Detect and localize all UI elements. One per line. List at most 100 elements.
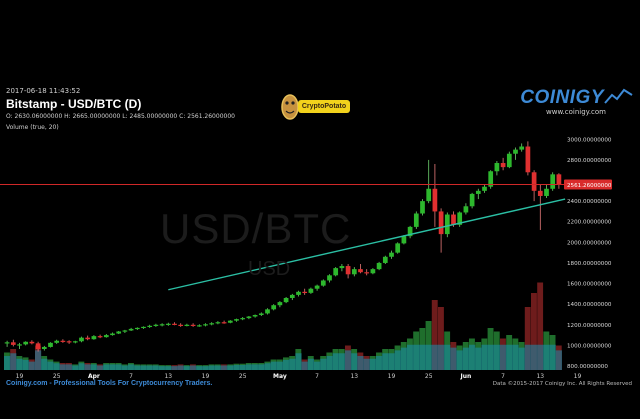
candle-body [339, 266, 345, 269]
x-tick-label: 13 [536, 373, 544, 380]
candle-body [314, 285, 320, 289]
partner-logo: CryptoPotato [278, 92, 350, 126]
x-tick-label: Apr [88, 373, 100, 380]
y-tick-label: 2800.00000000 [567, 158, 612, 164]
last-price-tag [564, 179, 612, 190]
candle-body [413, 213, 419, 227]
candle-body [72, 341, 78, 343]
candle-body [128, 328, 134, 331]
candle-body [389, 252, 394, 257]
candle-body [556, 174, 562, 185]
coinigy-url: www.coinigy.com [546, 108, 606, 116]
candle-body [420, 201, 425, 214]
candle-body [215, 322, 221, 324]
candle-body [296, 291, 301, 295]
candle-body [221, 322, 227, 324]
candle-body [382, 256, 388, 263]
chart-title: Bitstamp - USD/BTC (D) [6, 97, 142, 111]
candle-body [10, 342, 16, 345]
candle-body [537, 190, 543, 196]
candle-body [196, 325, 202, 327]
candle-body [283, 297, 289, 303]
candle-body [60, 340, 66, 342]
x-tick-label: 19 [388, 373, 396, 380]
candle-body [165, 323, 171, 325]
watermark-pair: USD/BTC [160, 205, 352, 252]
volume-bar [438, 307, 444, 370]
x-tick-label: 7 [315, 373, 319, 380]
volume-indicator-label: Volume (true, 20) [6, 124, 59, 131]
candle-body [54, 340, 60, 343]
x-tick-label: 19 [202, 373, 210, 380]
watermark-exchange: USD [248, 258, 291, 280]
candle-body [184, 324, 190, 326]
candle-body [351, 269, 357, 275]
y-tick-label: 800.00000000 [567, 364, 608, 370]
candle-body [482, 186, 487, 191]
candle-body [29, 341, 35, 344]
candle-body [544, 188, 549, 196]
x-tick-label: Jun [460, 373, 472, 380]
x-tick-label: 19 [16, 373, 24, 380]
candle-body [519, 146, 525, 150]
y-tick-label: 1000.00000000 [567, 343, 612, 349]
candle-body [97, 336, 103, 338]
trendline [168, 198, 566, 291]
candle-body [258, 313, 264, 315]
candle-body [116, 331, 122, 334]
candle-body [234, 319, 239, 321]
candle-body [246, 316, 252, 319]
candle-body [227, 320, 233, 323]
y-tick-label: 3000.00000000 [567, 137, 612, 143]
candle-body [376, 262, 382, 270]
candle-body [407, 226, 413, 237]
candle-body [401, 236, 407, 244]
candle-body [190, 324, 196, 326]
candle-body [277, 302, 283, 306]
candle-body [451, 214, 456, 225]
candle-body [513, 149, 518, 154]
candle-body [531, 172, 537, 191]
ohlc-readout: O: 2630.06000000 H: 2665.00000000 L: 248… [6, 113, 235, 120]
candle-body [265, 309, 270, 314]
candle-body [122, 330, 128, 332]
x-tick-label: 13 [350, 373, 358, 380]
candle-body [17, 344, 22, 346]
candle-body [302, 291, 308, 294]
candle-body [79, 337, 84, 342]
candle-body [469, 193, 475, 207]
candle-body [103, 335, 109, 338]
x-tick-label: 7 [501, 373, 505, 380]
footer-copyright: Data ©2015-2017 Coinigy Inc. All Rights … [492, 381, 632, 387]
y-tick-label: 1600.00000000 [567, 282, 612, 288]
candle-body [134, 327, 140, 330]
coinigy-logo: COINIGY [520, 87, 604, 108]
chart-timestamp: 2017-06-18 11:43:52 [6, 87, 81, 95]
y-tick-label: 2400.00000000 [567, 199, 612, 205]
candle-body [463, 206, 469, 213]
candle-body [141, 326, 146, 329]
candle-body [432, 188, 438, 212]
candle-body [48, 342, 53, 347]
x-tick-label: 19 [574, 373, 582, 380]
x-tick-label: 25 [425, 373, 433, 380]
volume-layer [4, 282, 562, 370]
volume-bar [431, 300, 438, 370]
candle-body [345, 266, 351, 275]
y-tick-label: 2200.00000000 [567, 220, 612, 226]
candle-body [457, 212, 463, 225]
candle-body [320, 280, 326, 286]
candle-body [506, 153, 512, 168]
candle-body [438, 211, 444, 235]
candle-body [153, 324, 159, 326]
candle-body [289, 294, 295, 298]
candle-layer [4, 141, 566, 352]
candle-body [41, 346, 47, 349]
candle-body [426, 188, 432, 202]
candle-body [252, 314, 258, 317]
candle-body [147, 325, 153, 328]
footer-tagline: Coinigy.com - Professional Tools For Cry… [6, 380, 213, 387]
candle-body [91, 336, 97, 340]
candle-body [500, 163, 506, 168]
